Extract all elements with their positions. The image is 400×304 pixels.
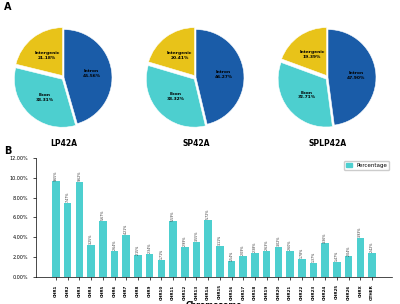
Bar xyxy=(274,247,282,277)
Bar xyxy=(228,261,235,277)
Bar xyxy=(368,253,376,277)
Bar xyxy=(181,247,188,277)
Wedge shape xyxy=(14,68,76,127)
Wedge shape xyxy=(16,28,62,76)
Text: 5.72%: 5.72% xyxy=(206,209,210,219)
Text: 2.34%: 2.34% xyxy=(148,242,152,253)
Bar xyxy=(286,251,294,277)
Text: 2.04%: 2.04% xyxy=(347,245,351,256)
Bar xyxy=(169,221,177,277)
Wedge shape xyxy=(328,29,376,125)
Bar xyxy=(263,251,270,277)
Bar xyxy=(310,263,317,277)
Text: 2.63%: 2.63% xyxy=(265,240,269,250)
Text: 2.42%: 2.42% xyxy=(370,242,374,252)
Bar xyxy=(158,260,165,277)
Bar xyxy=(333,262,341,277)
Bar xyxy=(99,221,107,277)
Wedge shape xyxy=(148,28,194,76)
Bar xyxy=(193,242,200,277)
Bar xyxy=(122,235,130,277)
Text: Intron
46.27%: Intron 46.27% xyxy=(214,70,233,78)
Bar xyxy=(76,181,83,277)
Text: Exon
33.31%: Exon 33.31% xyxy=(36,93,54,102)
Text: 2.38%: 2.38% xyxy=(253,242,257,252)
Text: 5.59%: 5.59% xyxy=(171,210,175,221)
Bar xyxy=(111,250,118,277)
Text: 2.09%: 2.09% xyxy=(241,245,245,255)
Wedge shape xyxy=(64,29,112,124)
X-axis label: Chromosome: Chromosome xyxy=(186,302,242,304)
Bar xyxy=(240,256,247,277)
Text: 9.65%: 9.65% xyxy=(54,170,58,181)
Bar xyxy=(298,259,306,277)
Wedge shape xyxy=(196,29,244,124)
Text: 9.62%: 9.62% xyxy=(77,171,81,181)
Text: 1.54%: 1.54% xyxy=(230,250,234,261)
Legend: Percentage: Percentage xyxy=(344,161,389,170)
Text: 4.21%: 4.21% xyxy=(124,224,128,234)
Text: Intron
45.56%: Intron 45.56% xyxy=(82,69,101,78)
Bar xyxy=(216,246,224,277)
Text: 2.64%: 2.64% xyxy=(112,239,116,250)
Text: 1.71%: 1.71% xyxy=(159,249,163,259)
Text: Intergenic
19.39%: Intergenic 19.39% xyxy=(299,50,325,59)
Title: SPLP42A: SPLP42A xyxy=(309,139,347,148)
Text: Intergenic
21.18%: Intergenic 21.18% xyxy=(34,51,60,60)
Title: SP42A: SP42A xyxy=(182,139,210,148)
Text: 3.11%: 3.11% xyxy=(218,235,222,245)
Title: LP42A: LP42A xyxy=(50,139,78,148)
Bar xyxy=(146,254,154,277)
Bar xyxy=(345,257,352,277)
Wedge shape xyxy=(282,28,327,76)
Text: 1.78%: 1.78% xyxy=(300,248,304,258)
Text: Intergenic
20.41%: Intergenic 20.41% xyxy=(167,51,192,60)
Bar xyxy=(52,181,60,277)
Text: 3.55%: 3.55% xyxy=(194,230,198,241)
Text: 2.15%: 2.15% xyxy=(136,244,140,255)
Text: 2.60%: 2.60% xyxy=(288,240,292,250)
Bar xyxy=(134,255,142,277)
Bar xyxy=(321,244,329,277)
Text: 1.47%: 1.47% xyxy=(335,251,339,261)
Text: 5.67%: 5.67% xyxy=(101,209,105,220)
Bar xyxy=(204,220,212,277)
Text: 1.37%: 1.37% xyxy=(312,252,316,262)
Text: Intron
47.90%: Intron 47.90% xyxy=(346,71,365,80)
Bar xyxy=(64,203,72,277)
Text: B: B xyxy=(4,146,11,156)
Text: 7.47%: 7.47% xyxy=(66,192,70,202)
Text: Exon
33.32%: Exon 33.32% xyxy=(167,92,185,101)
Text: 3.93%: 3.93% xyxy=(358,227,362,237)
Wedge shape xyxy=(146,66,206,127)
Bar xyxy=(251,253,259,277)
Text: 3.36%: 3.36% xyxy=(323,232,327,243)
Bar xyxy=(356,238,364,277)
Text: A: A xyxy=(4,2,12,12)
Text: 3.02%: 3.02% xyxy=(276,236,280,246)
Wedge shape xyxy=(278,62,332,127)
Bar xyxy=(87,244,95,277)
Text: Exon
32.71%: Exon 32.71% xyxy=(297,91,315,99)
Text: 3.25%: 3.25% xyxy=(89,233,93,244)
Text: 2.99%: 2.99% xyxy=(183,236,187,246)
